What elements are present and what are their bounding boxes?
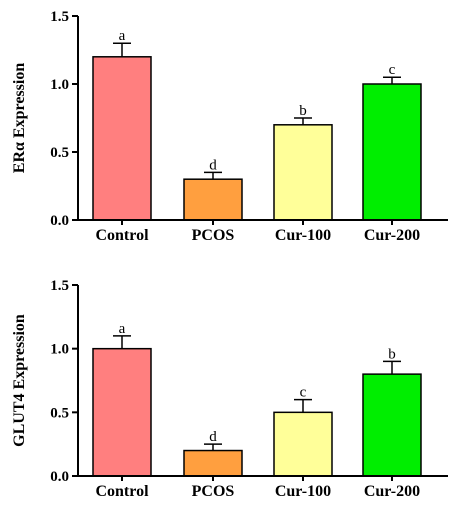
bar [92,56,152,221]
y-tick-label: 0.0 [50,469,69,485]
category-label: Cur-100 [275,227,331,244]
y-axis-label: ERα Expression [11,63,28,174]
significance-label: a [119,28,126,44]
chart-panel-glut4: a Control d PCOS c Cur-100 b Cur-200 0.0 0.5 1.0 1.… [11,278,448,500]
bar [273,124,333,221]
bar [183,178,243,221]
significance-label: b [388,346,396,362]
y-tick-label: 1.5 [50,278,69,294]
significance-label: c [300,385,307,401]
chart-panel-era: a Control d PCOS b Cur-100 c Cur-200 0.0 0.5 1.0 1.… [11,9,448,244]
y-tick-label: 1.0 [50,342,69,358]
category-label: Control [95,483,149,500]
bar [183,449,243,477]
category-label: PCOS [192,227,235,244]
significance-label: a [119,321,126,337]
y-tick-label: 1.0 [50,77,69,93]
y-tick-label: 0.5 [50,145,69,161]
significance-label: c [389,62,396,78]
bar [362,373,422,477]
significance-label: d [209,157,217,173]
y-tick-label: 1.5 [50,9,69,25]
significance-label: d [209,429,217,445]
category-label: Cur-200 [364,483,420,500]
category-label: Cur-200 [364,227,420,244]
bar [92,347,152,477]
y-tick-label: 0.5 [50,405,69,421]
category-label: Cur-100 [275,483,331,500]
category-label: Control [95,227,149,244]
y-axis-label: GLUT4 Expression [11,314,28,447]
category-label: PCOS [192,483,235,500]
significance-label: b [299,103,307,119]
bar [362,83,422,221]
bar [273,411,333,477]
y-tick-label: 0.0 [50,213,69,229]
